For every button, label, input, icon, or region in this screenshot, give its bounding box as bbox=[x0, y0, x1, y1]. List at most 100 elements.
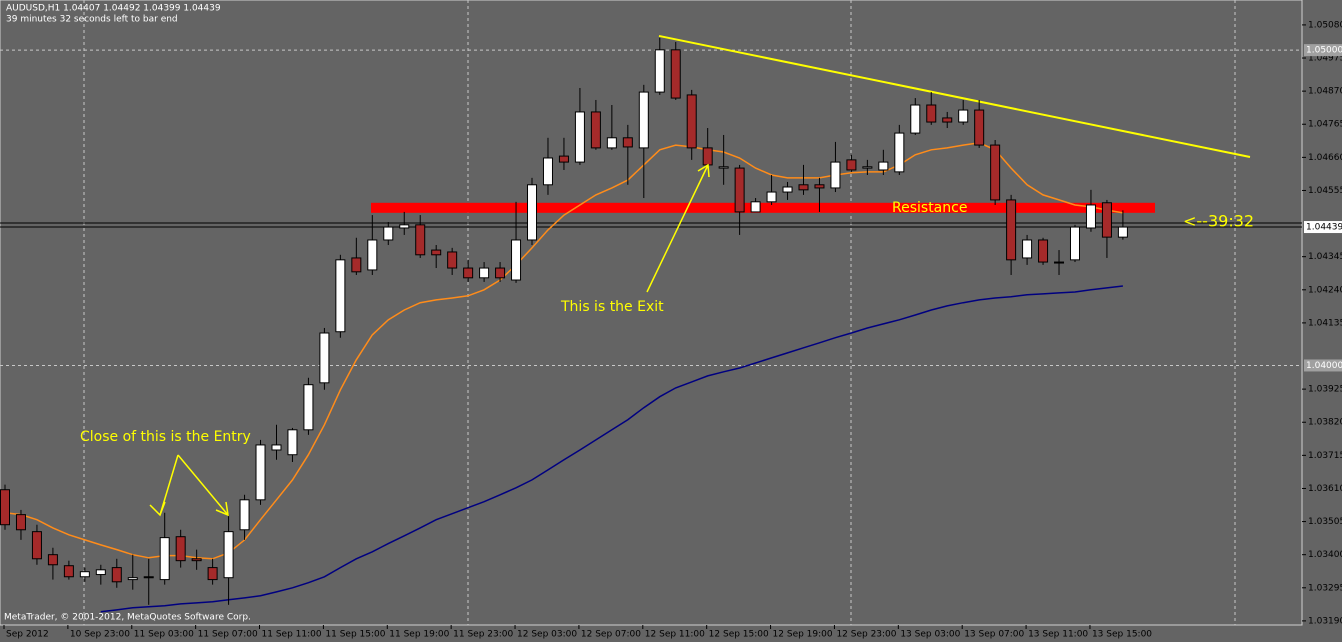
exit-arrow bbox=[646, 164, 709, 293]
x-tick-label: 13 Sep 07:00 bbox=[964, 630, 1024, 640]
entry-arrow bbox=[177, 454, 229, 516]
candle-body bbox=[862, 166, 873, 169]
candle-body bbox=[750, 201, 761, 213]
candle-body bbox=[958, 109, 969, 123]
y-tick-label: 1.04135 bbox=[1308, 318, 1342, 328]
x-tick-label: 11 Sep 07:00 bbox=[198, 630, 258, 640]
candle-body bbox=[319, 332, 330, 384]
y-tick-label: 1.04240 bbox=[1308, 285, 1342, 295]
candle-body bbox=[686, 94, 697, 149]
candle-body bbox=[191, 558, 202, 562]
candle-body bbox=[1054, 261, 1065, 264]
candle-body bbox=[127, 577, 138, 581]
level-label-box bbox=[1304, 44, 1342, 57]
candle-body bbox=[1006, 199, 1017, 261]
moving-average bbox=[100, 285, 1123, 613]
candle-body bbox=[622, 137, 633, 148]
candle-body bbox=[638, 91, 649, 149]
trendline bbox=[658, 34, 1251, 159]
price-label-box bbox=[1304, 221, 1342, 234]
candle-body bbox=[479, 267, 490, 279]
x-tick-label: 11 Sep 19:00 bbox=[389, 630, 449, 640]
candle-body bbox=[1022, 239, 1033, 259]
entry-annotation: Close of this is the Entry bbox=[80, 429, 251, 445]
candle-body bbox=[15, 514, 26, 531]
x-tick-label: 11 Sep 03:00 bbox=[134, 630, 194, 640]
candle-body bbox=[830, 161, 841, 189]
candle-body bbox=[47, 554, 58, 566]
candle-body bbox=[542, 157, 553, 186]
candle-body bbox=[239, 499, 250, 531]
x-tick-label: 12 Sep 15:00 bbox=[709, 630, 769, 640]
x-tick-label: 12 Sep 23:00 bbox=[836, 630, 896, 640]
candle-body bbox=[0, 489, 10, 526]
y-tick-label: 1.03925 bbox=[1308, 385, 1342, 395]
candle-body bbox=[143, 576, 154, 579]
x-tick-label: 13 Sep 15:00 bbox=[1092, 630, 1152, 640]
candle-body bbox=[207, 567, 218, 581]
timer-annotation: <--39:32 bbox=[1183, 212, 1254, 231]
annotation-arrows bbox=[149, 163, 710, 517]
candle-body bbox=[63, 565, 74, 578]
arrow-head bbox=[149, 501, 166, 517]
candle-body bbox=[399, 224, 410, 229]
x-tick-label: 13 Sep 03:00 bbox=[900, 630, 960, 640]
candle-body bbox=[511, 239, 522, 281]
candle-body bbox=[734, 167, 745, 213]
candle-body bbox=[1085, 204, 1096, 229]
candle-body bbox=[574, 111, 585, 163]
y-tick-label: 1.05080 bbox=[1308, 20, 1342, 30]
footer: MetaTrader, © 2001-2012, MetaQuotes Soft… bbox=[4, 613, 251, 623]
candle-body bbox=[159, 537, 170, 581]
y-tick-label: 1.04975 bbox=[1308, 54, 1342, 64]
y-tick-label: 1.04345 bbox=[1308, 252, 1342, 262]
candle-body bbox=[527, 184, 538, 241]
candle-body bbox=[910, 104, 921, 134]
candle-body bbox=[590, 111, 601, 149]
x-tick-label: Sep 2012 bbox=[6, 630, 49, 640]
candle-body bbox=[79, 571, 90, 578]
y-tick-label: 1.03715 bbox=[1308, 451, 1342, 461]
vertical-grid bbox=[83, 0, 1236, 625]
x-tick-label: 11 Sep 15:00 bbox=[325, 630, 385, 640]
x-tick-label: 10 Sep 23:00 bbox=[70, 630, 130, 640]
candle-body bbox=[670, 49, 681, 99]
candle-body bbox=[383, 226, 394, 241]
candle-body bbox=[175, 536, 186, 562]
candle-body bbox=[1038, 239, 1049, 263]
candle-body bbox=[606, 137, 617, 149]
level-label: 1.04000 bbox=[1306, 361, 1342, 371]
plot-frame bbox=[0, 0, 1303, 626]
plot-layer: 1.05080 1.04975 1.04870 1.04765 1.04660 1.045… bbox=[0, 20, 1342, 626]
x-tick-label: 12 Sep 19:00 bbox=[773, 630, 833, 640]
x-tick-label: 13 Sep 11:00 bbox=[1028, 630, 1088, 640]
resistance-band bbox=[371, 202, 1155, 213]
candle-body bbox=[351, 257, 362, 273]
y-tick-label: 1.03400 bbox=[1308, 550, 1342, 560]
candle-body bbox=[431, 249, 442, 256]
candle-body bbox=[558, 155, 569, 163]
chart-subtitle: 39 minutes 32 seconds left to bar end bbox=[6, 15, 178, 25]
y-tick-label: 1.04555 bbox=[1308, 186, 1342, 196]
candle-body bbox=[367, 239, 378, 271]
candle-body bbox=[990, 144, 1001, 201]
arrow-head bbox=[215, 501, 229, 517]
candle-body bbox=[1101, 202, 1112, 238]
x-tick-label: 12 Sep 03:00 bbox=[517, 630, 577, 640]
chart-title: AUDUSD,H1 1.04407 1.04492 1.04399 1.0443… bbox=[6, 4, 221, 14]
candle-body bbox=[335, 259, 346, 333]
candle-body bbox=[95, 569, 106, 576]
candle-body bbox=[942, 117, 953, 123]
candle-body bbox=[447, 251, 458, 269]
candle-body bbox=[702, 147, 713, 166]
candle-body bbox=[782, 186, 793, 193]
x-tick-label: 12 Sep 11:00 bbox=[645, 630, 705, 640]
y-tick-label: 1.03610 bbox=[1308, 484, 1342, 494]
candle-body bbox=[287, 429, 298, 456]
y-tick-label: 1.03190 bbox=[1308, 616, 1342, 626]
y-tick-label: 1.03820 bbox=[1308, 418, 1342, 428]
candle-body bbox=[846, 159, 857, 171]
candle-body bbox=[255, 444, 266, 501]
candle-body bbox=[798, 184, 809, 191]
